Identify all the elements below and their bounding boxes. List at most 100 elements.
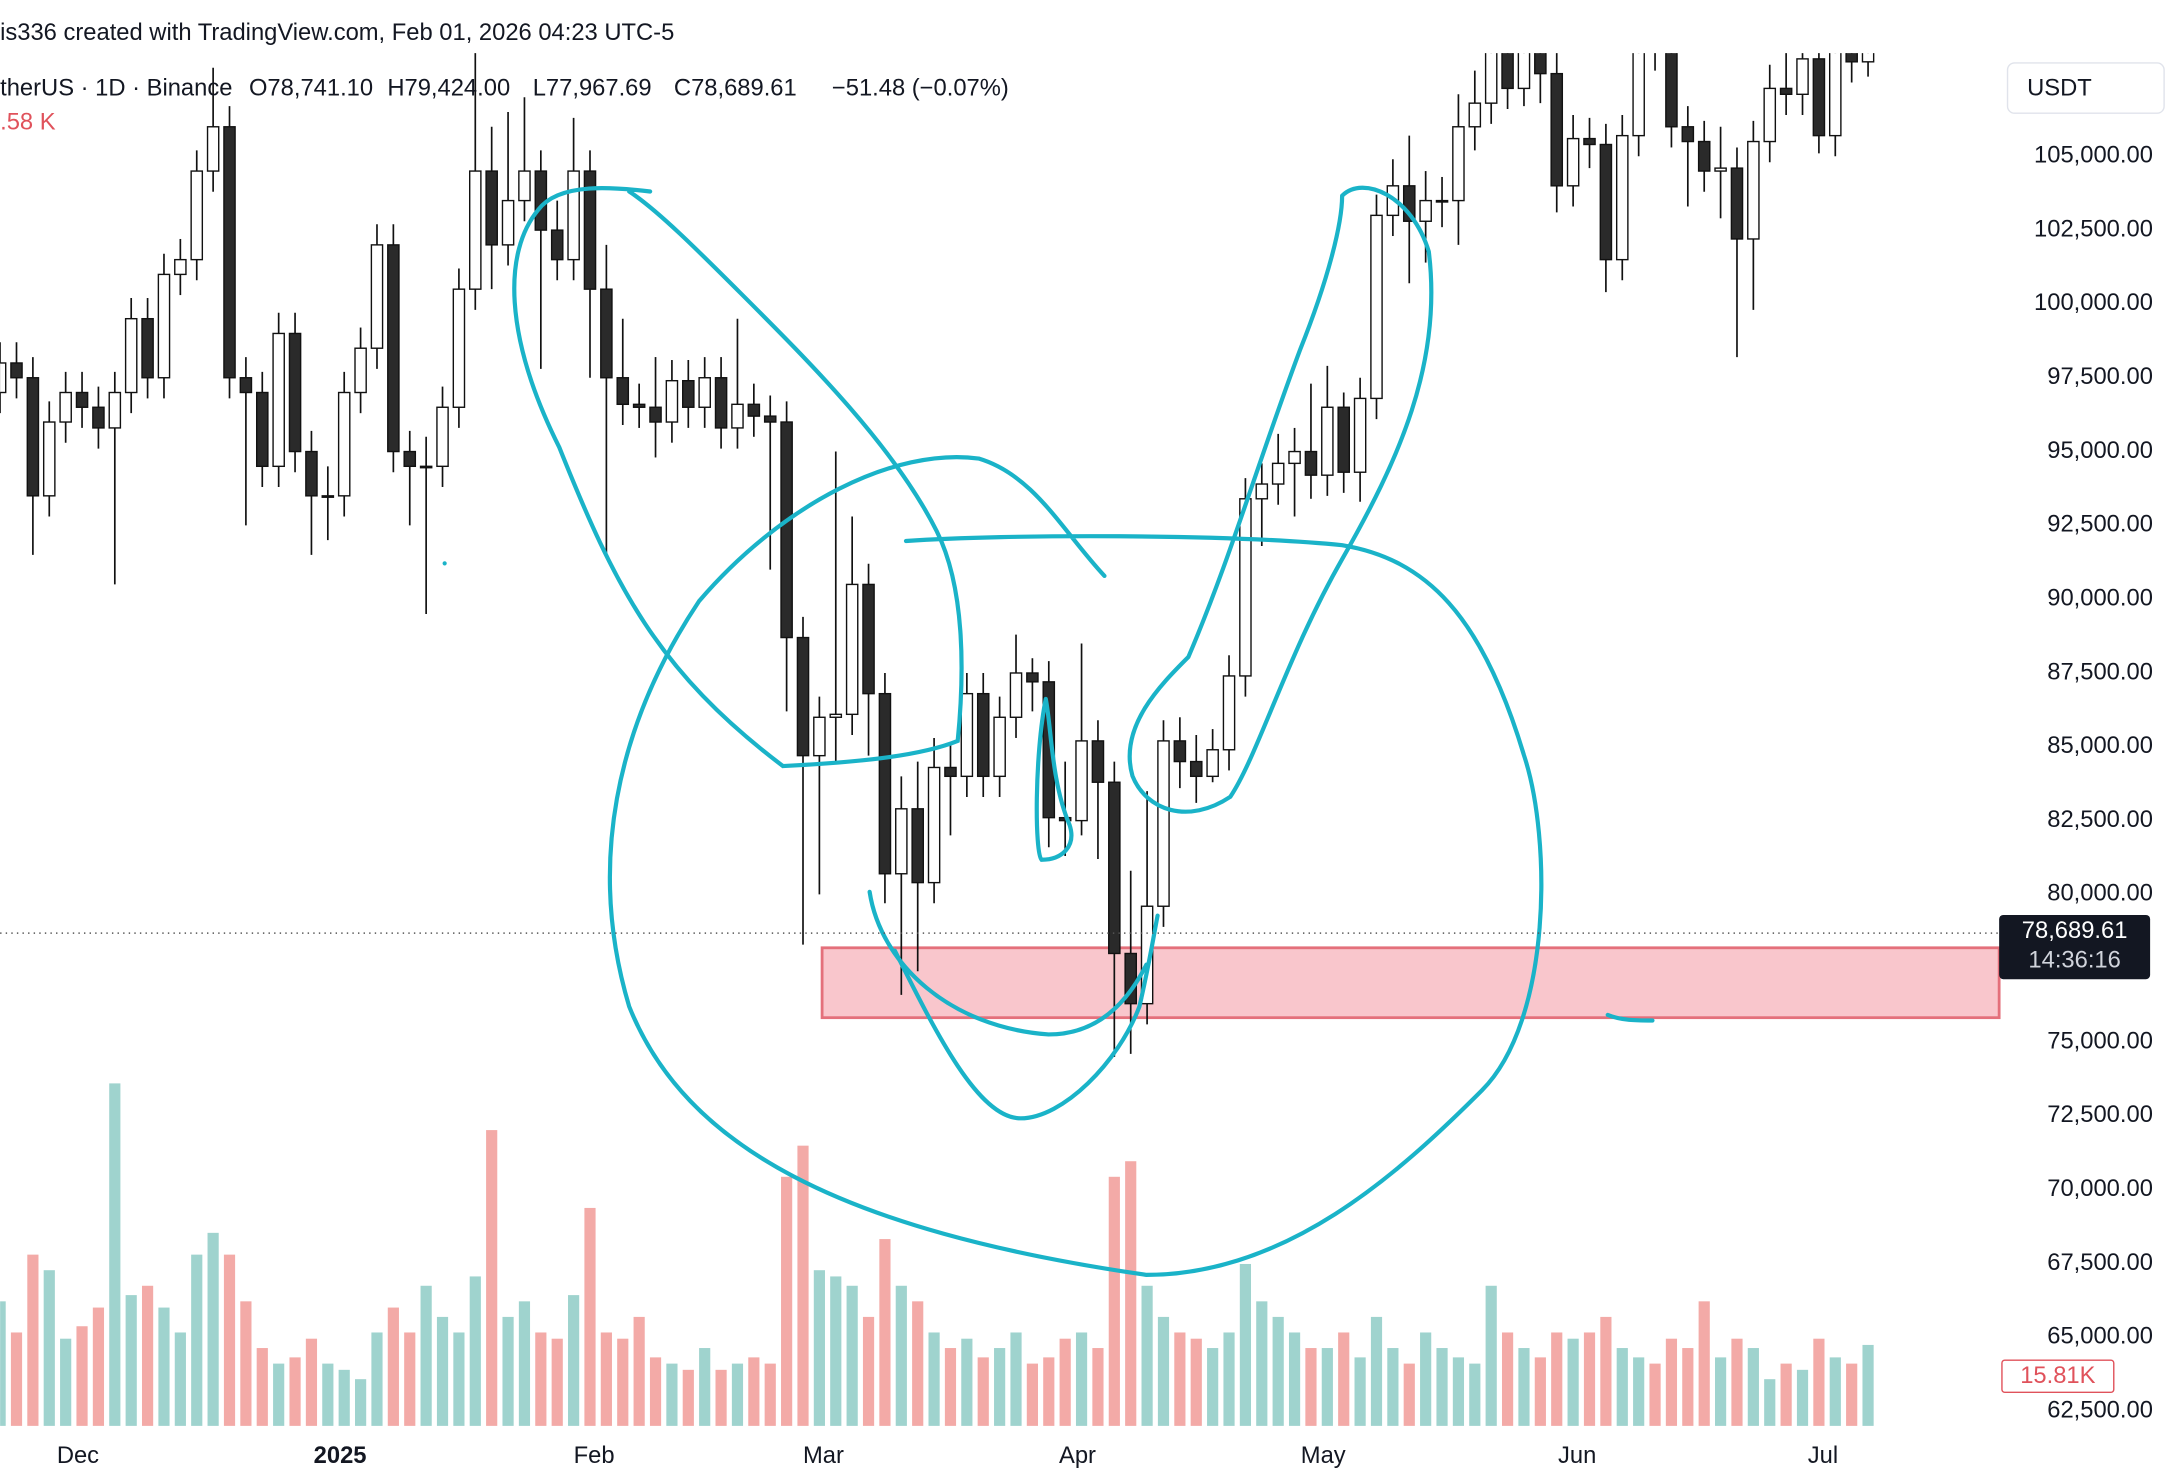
candle-body xyxy=(1075,740,1088,822)
volume-bar xyxy=(1583,1332,1596,1426)
volume-bar xyxy=(1649,1363,1661,1426)
candle-body xyxy=(1157,740,1170,907)
candle-body xyxy=(1304,450,1318,476)
ohlc-label: L xyxy=(533,75,546,102)
ohlc-value: 78,741.10 xyxy=(267,75,373,102)
ohlc-label: O xyxy=(249,75,267,102)
price-label: 78,689.61 xyxy=(2022,917,2128,944)
volume-bar xyxy=(469,1276,481,1426)
volume-bar xyxy=(1600,1316,1612,1426)
candle-body xyxy=(1534,53,1547,75)
volume-bar xyxy=(1174,1332,1186,1426)
volume-marker xyxy=(2001,1359,2115,1394)
volume-bar xyxy=(862,1316,875,1426)
candle-body xyxy=(92,406,105,429)
candle-body xyxy=(731,403,744,429)
candle-body xyxy=(272,332,285,468)
volume-bar xyxy=(1059,1338,1071,1426)
drawing-hook xyxy=(867,889,1149,1037)
candle-body xyxy=(600,288,613,379)
candle-body xyxy=(1255,483,1269,500)
candle-body xyxy=(370,244,384,349)
price-marker xyxy=(1999,914,2151,980)
volume-bar xyxy=(92,1307,105,1426)
volume-bar xyxy=(715,1369,727,1426)
x-tick-label: Feb xyxy=(574,1442,615,1469)
volume-bar xyxy=(568,1295,580,1426)
candle-body xyxy=(321,495,335,498)
volume-bar xyxy=(1518,1348,1530,1426)
candle-body xyxy=(632,403,646,408)
candle-body xyxy=(42,421,56,497)
volume-bar xyxy=(1141,1285,1153,1426)
volume-bar xyxy=(109,1083,121,1426)
volume-bar xyxy=(551,1338,563,1426)
candle-body xyxy=(1566,137,1580,187)
candle-body xyxy=(354,347,367,394)
candle-body xyxy=(829,713,843,718)
candle-body xyxy=(1337,406,1351,473)
candle-body xyxy=(878,692,892,875)
x-tick-label: 2025 xyxy=(314,1442,367,1469)
candle-body xyxy=(993,716,1006,778)
candle-body xyxy=(108,391,122,429)
y-tick-label: 105,000.00 xyxy=(2034,142,2153,169)
y-tick-label: 72,500.00 xyxy=(2047,1101,2153,1128)
drawing-hook xyxy=(892,913,1160,1121)
candle-body xyxy=(1189,760,1203,778)
candle-body xyxy=(1779,87,1793,95)
candle-body xyxy=(1468,102,1482,128)
currency[interactable]: USDT xyxy=(2027,75,2092,102)
candle-body xyxy=(124,317,138,394)
volume-bar xyxy=(699,1348,711,1426)
volume-bar xyxy=(1108,1176,1120,1426)
candle-body xyxy=(1763,87,1777,143)
volume-bar xyxy=(994,1348,1006,1426)
y-tick-label: 65,000.00 xyxy=(2047,1323,2153,1350)
volume-bar xyxy=(584,1207,596,1426)
candle-body xyxy=(944,766,957,778)
ohlc-item: C78,689.61 xyxy=(674,75,797,102)
volume-bar xyxy=(600,1332,612,1426)
candle-body xyxy=(1550,72,1564,187)
volume-bar xyxy=(1026,1363,1038,1426)
candle-body xyxy=(1599,143,1613,261)
candle-body xyxy=(501,199,515,246)
candle-body xyxy=(862,583,875,695)
candle-body xyxy=(223,126,236,379)
volume-bar xyxy=(633,1316,645,1426)
candle-body xyxy=(698,377,711,408)
ohlc-label: C xyxy=(674,75,691,102)
ohlc-item: L77,967.69 xyxy=(533,75,652,102)
volume-bar xyxy=(387,1307,399,1426)
candle-body xyxy=(1845,53,1858,63)
y-tick-label: 95,000.00 xyxy=(2047,437,2153,464)
candle-body xyxy=(1615,134,1629,261)
currency-button[interactable] xyxy=(2006,62,2165,114)
volume-bar xyxy=(355,1379,367,1426)
volume-bar xyxy=(1436,1348,1448,1426)
volume-bar xyxy=(191,1254,203,1426)
ohlc-item: H79,424.00 xyxy=(387,75,510,102)
candle-body xyxy=(1370,214,1383,400)
volume-bar xyxy=(535,1332,547,1426)
volume-bar xyxy=(1207,1348,1219,1426)
volume-bar xyxy=(666,1363,678,1426)
drawing-dash xyxy=(1605,1012,1655,1023)
candle-body xyxy=(0,362,7,394)
volume-bar xyxy=(1239,1263,1252,1426)
x-tick-label: Jul xyxy=(1808,1442,1838,1469)
volume-label: 15.81K xyxy=(2020,1362,2095,1389)
volume-bar xyxy=(617,1338,629,1426)
x-tick-label: Dec xyxy=(57,1442,99,1469)
candle-body xyxy=(518,170,531,202)
volume-bar xyxy=(1370,1316,1383,1426)
volume-bar xyxy=(10,1332,23,1426)
volume-legend: .58 K xyxy=(0,108,56,135)
candle-body xyxy=(616,377,630,406)
candle-body xyxy=(436,406,449,468)
candle-body xyxy=(206,126,220,172)
candle-body xyxy=(1714,167,1727,172)
